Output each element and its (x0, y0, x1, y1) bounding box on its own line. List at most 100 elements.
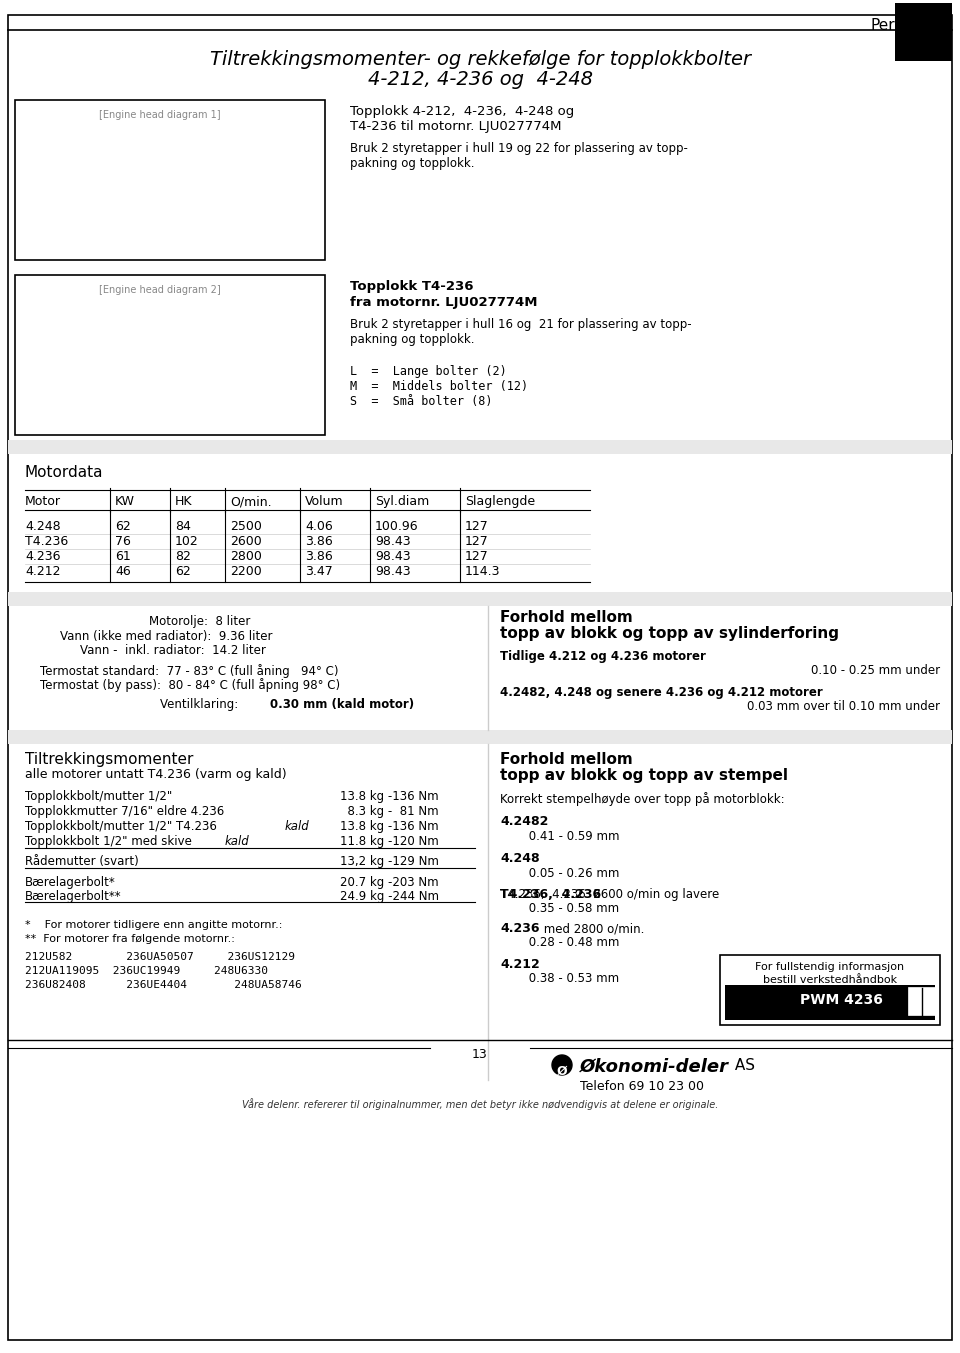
Circle shape (552, 1055, 572, 1076)
Text: 98.43: 98.43 (375, 551, 411, 563)
Text: 4.248: 4.248 (500, 852, 540, 865)
Text: **  For motorer fra følgende motornr.:: ** For motorer fra følgende motornr.: (25, 934, 235, 944)
Text: 0.28 - 0.48 mm: 0.28 - 0.48 mm (510, 936, 619, 948)
Text: 114.3: 114.3 (465, 566, 500, 578)
Text: Perkins: Perkins (870, 18, 925, 32)
Text: 100.96: 100.96 (375, 520, 419, 533)
Text: Økonomi-deler: Økonomi-deler (580, 1058, 729, 1076)
Text: 4.248: 4.248 (25, 520, 60, 533)
Text: Slaglengde: Slaglengde (465, 495, 535, 507)
Text: 62: 62 (175, 566, 191, 578)
Text: 0.10 - 0.25 mm under: 0.10 - 0.25 mm under (811, 664, 940, 676)
Text: 20.7 kg -203 Nm: 20.7 kg -203 Nm (340, 875, 439, 889)
Text: 127: 127 (465, 520, 489, 533)
Text: Termostat (by pass):  80 - 84° C (full åpning 98° C): Termostat (by pass): 80 - 84° C (full åp… (40, 678, 340, 691)
Bar (8, 731, 952, 744)
Text: 98.43: 98.43 (375, 534, 411, 548)
Text: Rådemutter (svart): Rådemutter (svart) (25, 855, 139, 869)
Text: 84: 84 (175, 520, 191, 533)
Text: *    For motorer tidligere enn angitte motornr.:: * For motorer tidligere enn angitte moto… (25, 920, 282, 930)
Text: Korrekt stempelhøyde over topp på motorblokk:: Korrekt stempelhøyde over topp på motorb… (500, 792, 784, 806)
Text: Forhold mellom: Forhold mellom (500, 752, 633, 767)
Text: Motor: Motor (25, 495, 61, 507)
Text: 3.86: 3.86 (305, 534, 333, 548)
Text: 82: 82 (175, 551, 191, 563)
Text: 2500: 2500 (230, 520, 262, 533)
Bar (15, 100, 325, 260)
Bar (895, 3, 952, 61)
Text: 11.8 kg -120 Nm: 11.8 kg -120 Nm (340, 835, 439, 848)
Text: Forhold mellom: Forhold mellom (500, 610, 633, 625)
Text: Tiltrekkingsmomenter: Tiltrekkingsmomenter (25, 752, 193, 767)
Text: 0.41 - 0.59 mm: 0.41 - 0.59 mm (510, 829, 619, 843)
Text: 8.3 kg -  81 Nm: 8.3 kg - 81 Nm (340, 805, 439, 819)
Text: 13: 13 (472, 1049, 488, 1061)
Text: Telefon 69 10 23 00: Telefon 69 10 23 00 (580, 1080, 704, 1093)
Bar (725, 985, 935, 1020)
Text: 24.9 kg -244 Nm: 24.9 kg -244 Nm (340, 890, 439, 902)
Text: bestill verkstedhåndbok: bestill verkstedhåndbok (763, 976, 897, 985)
Text: 76: 76 (115, 534, 131, 548)
Text: KW: KW (115, 495, 135, 507)
Text: 0.35 - 0.58 mm: 0.35 - 0.58 mm (510, 902, 619, 915)
Text: topp av blokk og topp av stempel: topp av blokk og topp av stempel (500, 769, 788, 783)
Text: kald: kald (285, 820, 310, 833)
Text: 0.03 mm over til 0.10 mm under: 0.03 mm over til 0.10 mm under (747, 700, 940, 713)
Text: Vann -  inkl. radiator:  14.2 liter: Vann - inkl. radiator: 14.2 liter (80, 644, 266, 658)
Text: 4.236: 4.236 (25, 551, 60, 563)
Text: 13.8 kg -136 Nm: 13.8 kg -136 Nm (340, 790, 439, 802)
Text: 2200: 2200 (230, 566, 262, 578)
Text: 46: 46 (115, 566, 131, 578)
Text: O/min.: O/min. (230, 495, 272, 507)
Text: Bruk 2 styretapper i hull 19 og 22 for plassering av topp-
pakning og topplokk.: Bruk 2 styretapper i hull 19 og 22 for p… (350, 142, 688, 170)
Text: 102: 102 (175, 534, 199, 548)
Text: Syl.diam: Syl.diam (375, 495, 429, 507)
Text: 61: 61 (115, 551, 131, 563)
Text: 98.43: 98.43 (375, 566, 411, 578)
Bar (908, 986, 936, 1015)
Text: Tiltrekkingsmomenter- og rekkefølge for topplokkbolter: Tiltrekkingsmomenter- og rekkefølge for … (209, 50, 751, 69)
Text: Ø: Ø (557, 1065, 567, 1078)
Bar (720, 955, 940, 1026)
Text: Motordata: Motordata (25, 465, 104, 480)
Text: Topplokkbolt 1/2" med skive: Topplokkbolt 1/2" med skive (25, 835, 196, 848)
Text: T4.236,  4.236  2600 o/min og lavere: T4.236, 4.236 2600 o/min og lavere (500, 888, 719, 901)
Text: 2600: 2600 (230, 534, 262, 548)
Text: 2800: 2800 (230, 551, 262, 563)
Text: T4-236 til motornr. LJU027774M: T4-236 til motornr. LJU027774M (350, 120, 562, 133)
Text: med 2800 o/min.: med 2800 o/min. (540, 921, 644, 935)
Text: Termostat standard:  77 - 83° C (full åning   94° C): Termostat standard: 77 - 83° C (full åni… (40, 664, 339, 678)
Text: 13.8 kg -136 Nm: 13.8 kg -136 Nm (340, 820, 439, 833)
Text: [Engine head diagram 2]: [Engine head diagram 2] (99, 285, 221, 295)
Text: Topplokkmutter 7/16" eldre 4.236: Topplokkmutter 7/16" eldre 4.236 (25, 805, 225, 819)
Text: 236U82408      236UE4404       248UA58746: 236U82408 236UE4404 248UA58746 (25, 980, 301, 990)
Text: topp av blokk og topp av sylinderforing: topp av blokk og topp av sylinderforing (500, 626, 839, 641)
Text: HK: HK (175, 495, 193, 507)
Text: Topplokk 4-212,  4-236,  4-248 og: Topplokk 4-212, 4-236, 4-248 og (350, 106, 574, 118)
Text: For fullstendig informasjon: For fullstendig informasjon (756, 962, 904, 971)
Text: 62: 62 (115, 520, 131, 533)
Bar (8, 440, 952, 455)
Text: 0.05 - 0.26 mm: 0.05 - 0.26 mm (510, 867, 619, 879)
Text: Bærelagerbolt**: Bærelagerbolt** (25, 890, 122, 902)
Text: 4-212, 4-236 og  4-248: 4-212, 4-236 og 4-248 (368, 70, 592, 89)
Text: 3.86: 3.86 (305, 551, 333, 563)
Text: 4.236: 4.236 (500, 921, 540, 935)
Text: 0.30 mm (kald motor): 0.30 mm (kald motor) (270, 698, 414, 710)
Text: alle motorer untatt T4.236 (varm og kald): alle motorer untatt T4.236 (varm og kald… (25, 769, 287, 781)
Text: 4.2482, 4.248 og senere 4.236 og 4.212 motorer: 4.2482, 4.248 og senere 4.236 og 4.212 m… (500, 686, 823, 700)
Text: Bruk 2 styretapper i hull 16 og  21 for plassering av topp-
pakning og topplokk.: Bruk 2 styretapper i hull 16 og 21 for p… (350, 318, 691, 346)
Bar (15, 275, 325, 436)
Text: 127: 127 (465, 551, 489, 563)
Text: Topplokk T4-236: Topplokk T4-236 (350, 280, 473, 294)
Text: 4.06: 4.06 (305, 520, 333, 533)
Text: Volum: Volum (305, 495, 344, 507)
Text: L  =  Lange bolter (2): L = Lange bolter (2) (350, 365, 507, 377)
Text: M  =  Middels bolter (12): M = Middels bolter (12) (350, 380, 528, 392)
Text: T4.236: T4.236 (25, 534, 68, 548)
Text: [Engine head diagram 1]: [Engine head diagram 1] (99, 110, 221, 120)
Text: 4.2482: 4.2482 (500, 815, 548, 828)
Text: 212U582        236UA50507     236US12129: 212U582 236UA50507 236US12129 (25, 953, 295, 962)
Text: 3.47: 3.47 (305, 566, 333, 578)
Text: Tidlige 4.212 og 4.236 motorer: Tidlige 4.212 og 4.236 motorer (500, 649, 706, 663)
